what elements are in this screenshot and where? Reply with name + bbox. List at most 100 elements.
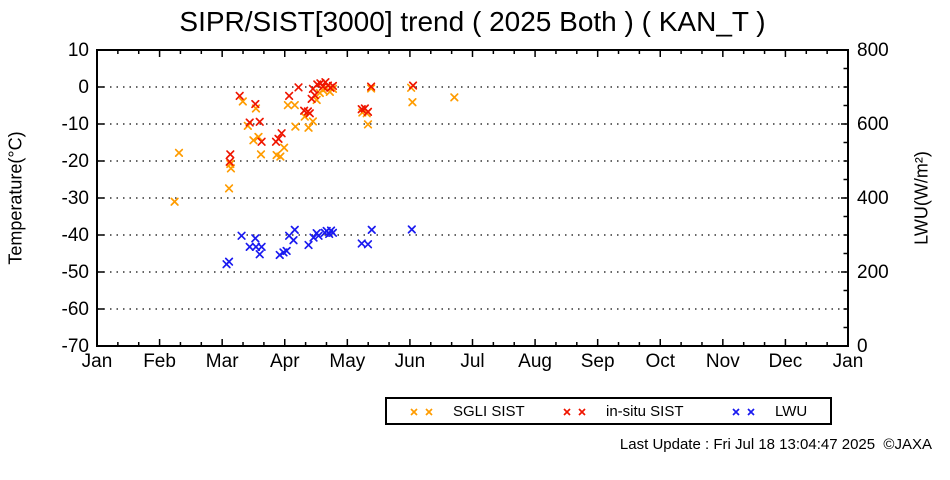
y-left-tick-label: -30 <box>62 188 89 209</box>
data-point <box>249 136 258 145</box>
data-point <box>366 84 376 93</box>
data-point <box>235 91 244 101</box>
data-point <box>257 242 266 251</box>
data-point <box>328 228 338 237</box>
x-tick-label: May <box>329 351 365 372</box>
data-point <box>291 122 300 131</box>
y-left-tick-label: -60 <box>62 299 89 320</box>
y-right-tick-label: 600 <box>857 114 889 135</box>
data-point <box>170 197 179 206</box>
legend-marker-svg <box>410 408 433 416</box>
x-tick-label: Dec <box>769 351 803 372</box>
data-point <box>251 242 261 251</box>
data-point <box>257 137 266 146</box>
data-point <box>238 97 247 106</box>
legend-item-lwu: LWU <box>729 399 807 423</box>
x-tick-label: Sep <box>581 351 615 372</box>
x-tick-label: Jun <box>395 351 426 372</box>
series-lwu <box>222 225 416 269</box>
y-axis-title-temperature: Temperature(°C) <box>5 131 26 265</box>
x-tick-label: Apr <box>270 351 300 372</box>
data-point <box>282 246 291 256</box>
data-point <box>255 117 264 126</box>
x-marker-icon <box>747 408 755 416</box>
data-point <box>255 250 264 259</box>
x-tick-label: Jan <box>82 351 113 372</box>
y-axis-title-lwu: LWU(W/m²) <box>911 151 932 245</box>
data-point <box>290 225 299 234</box>
x-tick-label: Nov <box>706 351 740 372</box>
x-tick-label: Mar <box>206 351 239 372</box>
x-tick-label: Aug <box>518 351 552 372</box>
data-point <box>224 257 234 266</box>
x-marker-icon <box>732 408 740 416</box>
y-left-tick-label: -20 <box>62 151 89 172</box>
data-point <box>279 143 289 152</box>
x-marker-icon <box>563 408 571 416</box>
data-point <box>309 233 318 242</box>
x-tick-label: Jan <box>833 351 864 372</box>
data-point <box>251 234 260 243</box>
data-point <box>277 129 286 138</box>
last-update-note: Last Update : Fri Jul 18 13:04:47 2025 ©… <box>619 436 932 453</box>
legend-item-insitu-sist: in-situ SIST <box>560 399 684 423</box>
data-point <box>226 164 236 173</box>
y-left-tick-label: -10 <box>62 114 89 135</box>
data-point <box>304 240 313 250</box>
legend-label: LWU <box>775 402 808 420</box>
lwu-marker-icon <box>729 405 759 417</box>
data-point <box>225 157 234 166</box>
legend: SGLI SIST in-situ SIST LWU <box>385 397 832 425</box>
data-point <box>363 240 373 249</box>
data-point <box>245 242 254 251</box>
data-point <box>283 100 293 110</box>
data-point <box>274 134 283 143</box>
data-point <box>367 225 376 234</box>
y-left-tick-label: 10 <box>68 40 89 61</box>
legend-marker-svg <box>732 408 755 416</box>
data-point <box>310 90 319 100</box>
data-point <box>254 132 263 142</box>
data-point <box>245 118 254 127</box>
data-point <box>224 184 234 193</box>
data-point <box>304 123 313 132</box>
data-point <box>276 152 285 161</box>
legend-marker-svg <box>563 408 586 416</box>
legend-label: SGLI SIST <box>453 402 525 420</box>
chart-title: SIPR/SIST[3000] trend ( 2025 Both ) ( KA… <box>179 6 766 37</box>
data-point <box>289 236 298 245</box>
data-point <box>366 82 376 91</box>
data-point <box>237 231 246 240</box>
x-tick-label: Jul <box>460 351 484 372</box>
x-tick-label: Feb <box>143 351 176 372</box>
y-left-tick-label: -40 <box>62 225 89 246</box>
y-right-tick-label: 0 <box>857 336 868 357</box>
x-marker-icon <box>425 408 433 416</box>
x-marker-icon <box>410 408 418 416</box>
y-right-tick-label: 400 <box>857 188 889 209</box>
data-point <box>294 83 303 92</box>
data-point <box>305 109 314 118</box>
x-marker-icon <box>578 408 586 416</box>
data-point <box>363 107 373 116</box>
series-in-situ-sist <box>225 78 418 166</box>
x-tick-label: Oct <box>645 351 675 372</box>
legend-label: in-situ SIST <box>606 402 684 420</box>
legend-item-sgli-sist: SGLI SIST <box>407 399 525 423</box>
data-point <box>408 98 417 107</box>
y-left-tick-label: -70 <box>62 336 89 357</box>
data-point <box>408 81 418 90</box>
sgli-sist-marker-icon <box>407 405 437 417</box>
data-point <box>256 150 266 159</box>
data-point <box>407 225 416 234</box>
insitu-sist-marker-icon <box>560 405 590 417</box>
data-point <box>226 150 235 159</box>
y-left-tick-label: 0 <box>78 77 89 98</box>
data-point <box>308 117 318 126</box>
y-right-tick-label: 200 <box>857 262 889 283</box>
y-right-tick-label: 800 <box>857 40 889 61</box>
data-point <box>251 99 260 109</box>
data-point <box>450 93 459 102</box>
